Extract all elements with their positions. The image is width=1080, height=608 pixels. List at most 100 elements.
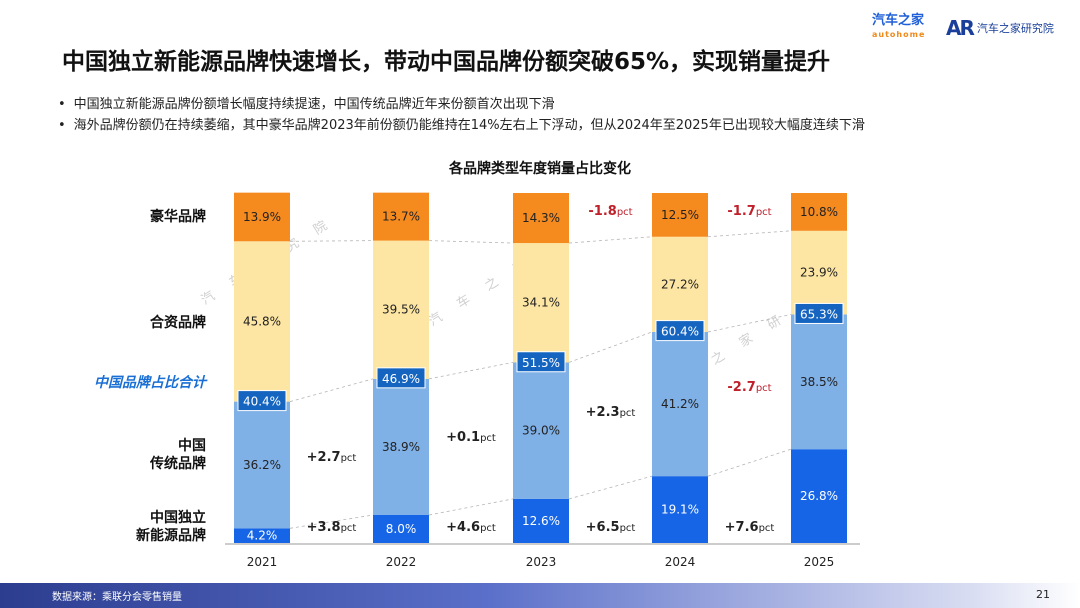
connector-line xyxy=(428,240,514,244)
row-label-luxury: 豪华品牌 xyxy=(150,209,206,225)
change-label-traditional: +2.3pct xyxy=(586,405,636,420)
x-axis-tick-label: 2022 xyxy=(386,555,417,569)
bullet-item: 中国独立新能源品牌份额增长幅度持续提速，中国传统品牌近年来份额首次出现下滑 xyxy=(58,94,865,115)
data-source: 数据来源：乘联分会零售销量 xyxy=(52,592,182,603)
autohome-logo: 汽车之家 autohome xyxy=(872,14,925,42)
bullet-list: 中国独立新能源品牌份额增长幅度持续提速，中国传统品牌近年来份额首次出现下滑 海外… xyxy=(58,94,865,136)
x-axis-tick-label: 2021 xyxy=(247,555,278,569)
data-label-jv: 39.5% xyxy=(382,303,420,317)
change-label-traditional: +2.7pct xyxy=(307,450,357,465)
page-number: 21 xyxy=(1036,588,1050,601)
china-total-label: 46.9% xyxy=(382,372,420,386)
bar-segment-luxury xyxy=(234,192,290,242)
bar-segment-nev xyxy=(791,449,847,543)
data-label-luxury: 12.5% xyxy=(661,208,699,222)
autohome-logo-sub: autohome xyxy=(872,30,926,39)
data-label-jv: 23.9% xyxy=(800,266,838,280)
data-label-traditional: 38.5% xyxy=(800,375,838,389)
china-total-box xyxy=(794,302,844,324)
connector-line xyxy=(428,362,514,380)
row-label-nev-line2: 新能源品牌 xyxy=(136,528,206,544)
x-axis-tick-label: 2023 xyxy=(526,555,557,569)
bar-segment-nev xyxy=(373,515,429,543)
x-axis-tick-label: 2025 xyxy=(804,555,835,569)
china-total-box xyxy=(237,390,287,412)
research-institute-logo: AR 汽车之家研究院 xyxy=(946,16,1054,40)
data-label-traditional: 38.9% xyxy=(382,440,420,454)
bar-segment-traditional xyxy=(234,401,290,529)
bar-segment-luxury xyxy=(791,193,847,231)
connector-line xyxy=(428,498,514,516)
footer-bar: 数据来源：乘联分会零售销量 xyxy=(0,583,1080,608)
bar-segment-traditional xyxy=(373,378,429,515)
data-label-luxury: 14.3% xyxy=(522,211,560,225)
china-total-label: 60.4% xyxy=(661,325,699,339)
china-total-label: 40.4% xyxy=(243,395,281,409)
data-label-nev: 4.2% xyxy=(247,529,278,543)
connector-line xyxy=(289,514,374,529)
row-label-nev-line1: 中国独立 xyxy=(150,510,206,526)
china-total-box xyxy=(376,367,426,389)
bar-segment-traditional xyxy=(513,362,569,499)
bar-segment-luxury xyxy=(373,192,429,241)
connector-line xyxy=(707,314,792,333)
row-label-jv: 合资品牌 xyxy=(150,315,206,331)
bar-segment-luxury xyxy=(652,193,708,237)
connector-line xyxy=(707,230,792,238)
research-institute-name: 汽车之家研究院 xyxy=(976,22,1054,35)
row-label-nev: 中国独立 新能源品牌 xyxy=(136,509,206,545)
bar-segment-jv xyxy=(791,230,847,315)
bar-segment-luxury xyxy=(513,193,569,244)
row-label-traditional: 中国 传统品牌 xyxy=(150,437,206,473)
data-label-jv: 34.1% xyxy=(522,296,560,310)
china-total-box xyxy=(516,351,566,373)
data-label-nev: 19.1% xyxy=(661,503,699,517)
connector-line xyxy=(568,475,653,500)
change-label-traditional: +0.1pct xyxy=(446,430,496,445)
change-label-luxury: -1.8pct xyxy=(588,204,632,219)
data-label-jv: 27.2% xyxy=(661,277,699,291)
bar-segment-traditional xyxy=(652,331,708,477)
bar-segment-traditional xyxy=(791,314,847,450)
bar-segment-jv xyxy=(373,240,429,379)
row-label-traditional-line2: 传统品牌 xyxy=(150,456,206,472)
china-total-label: 65.3% xyxy=(800,307,838,321)
ar-logo-icon: AR xyxy=(946,16,975,40)
data-label-traditional: 36.2% xyxy=(243,458,281,472)
page-title: 中国独立新能源品牌快速增长，带动中国品牌份额突破65%，实现销量提升 xyxy=(62,49,831,75)
connector-line xyxy=(568,331,653,363)
bar-segment-jv xyxy=(652,236,708,332)
connector-line xyxy=(289,378,374,402)
connector-line xyxy=(289,240,374,242)
china-total-box xyxy=(655,320,705,342)
data-label-luxury: 13.7% xyxy=(382,210,420,224)
bar-segment-jv xyxy=(513,243,569,363)
x-axis-tick-label: 2024 xyxy=(665,555,696,569)
bar-segment-nev xyxy=(652,476,708,543)
row-label-traditional-line1: 中国 xyxy=(178,438,206,454)
data-label-traditional: 41.2% xyxy=(661,397,699,411)
change-label-nev: +3.8pct xyxy=(307,520,357,535)
data-label-nev: 8.0% xyxy=(386,522,417,536)
chart-title: 各品牌类型年度销量占比变化 xyxy=(449,161,631,177)
bar-segment-nev xyxy=(234,528,290,543)
bullet-item: 海外品牌份额仍在持续萎缩，其中豪华品牌2023年前份额仍能维持在14%左右上下浮… xyxy=(58,115,865,136)
connector-line xyxy=(568,236,653,244)
change-label-nev: +6.5pct xyxy=(586,520,636,535)
data-label-traditional: 39.0% xyxy=(522,424,560,438)
connector-line xyxy=(707,448,792,477)
stacked-bar-chart: 4.2% 36.2% 45.8% 13.9% 40.4% 2021 8.0% 38.9% 39.… xyxy=(225,192,860,569)
autohome-logo-text: 汽车之家 xyxy=(872,13,925,28)
data-label-luxury: 13.9% xyxy=(243,210,281,224)
china-total-label: 51.5% xyxy=(522,356,560,370)
change-label-luxury: -1.7pct xyxy=(727,204,771,219)
bar-segment-jv xyxy=(234,241,290,402)
data-label-jv: 45.8% xyxy=(243,314,281,328)
bar-segment-nev xyxy=(513,498,569,543)
change-label-nev: +7.6pct xyxy=(725,520,775,535)
data-label-luxury: 10.8% xyxy=(800,205,838,219)
change-label-nev: +4.6pct xyxy=(446,520,496,535)
change-label-traditional: -2.7pct xyxy=(727,380,771,395)
data-label-nev: 26.8% xyxy=(800,489,838,503)
data-label-nev: 12.6% xyxy=(522,514,560,528)
